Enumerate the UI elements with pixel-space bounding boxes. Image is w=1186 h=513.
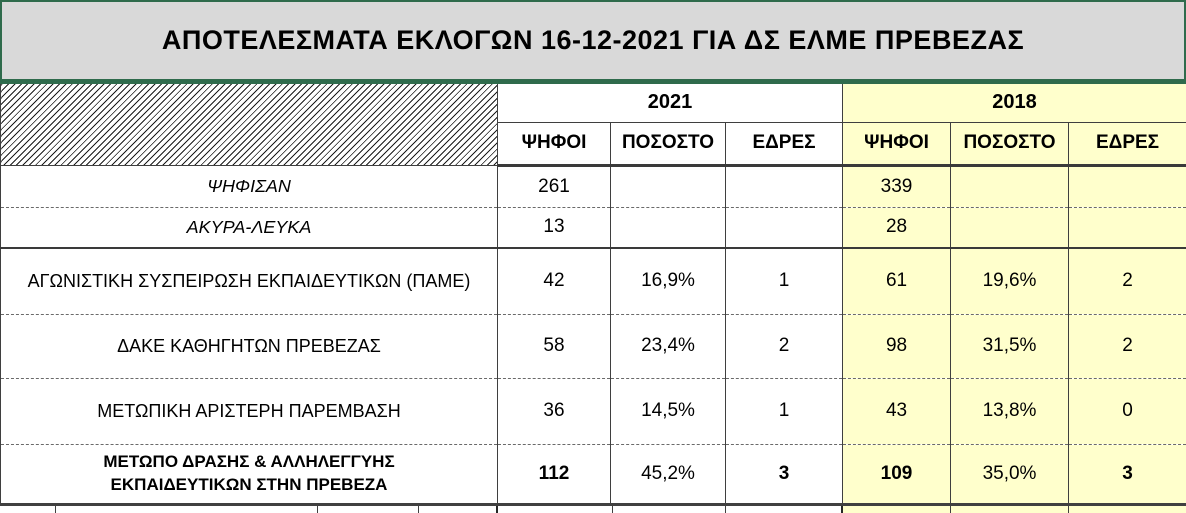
votes-2021-cell: 36	[497, 377, 611, 444]
row-label: ΑΓΩΝΙΣΤΙΚΗ ΣΥΣΠΕΙΡΩΣΗ ΕΚΠΑΙΔΕΥΤΙΚΩΝ (ΠΑΜ…	[0, 248, 498, 314]
row-label: ΨΗΦΙΣΑΝ	[0, 165, 498, 207]
pct-2021-cell: 45,2%	[610, 443, 726, 503]
year-header-row: 2021 2018	[0, 84, 1186, 166]
votes-2018-cell: 61	[842, 248, 952, 314]
pct-2021-cell	[610, 206, 726, 249]
table-row-voted: ΨΗΦΙΣΑΝ 261 339	[0, 165, 1186, 207]
seats-2018-cell: 0	[1068, 377, 1186, 444]
votes-2018-cell: 98	[842, 313, 952, 378]
pct-2018-cell: 31,5%	[950, 313, 1070, 378]
seats-2018-cell	[1068, 165, 1186, 207]
votes-2018-cell: 28	[842, 206, 952, 249]
col-header-pct-2021: ΠΟΣΟΣΤΟ	[610, 122, 726, 167]
pct-2021-cell: 16,9%	[610, 248, 726, 314]
table-row-metopo: ΜΕΤΩΠΟ ΔΡΑΣΗΣ & ΑΛΛΗΛΕΓΓΥΗΣ ΕΚΠΑΙΔΕΥΤΙΚΩ…	[0, 443, 1186, 503]
title-bar: ΑΠΟΤΕΛΕΣΜΑΤΑ ΕΚΛΟΓΩΝ 16-12-2021 ΓΙΑ ΔΣ Ε…	[0, 0, 1186, 81]
results-table: 2021 2018 ΨΗΦΟΙ ΠΟΣΟΣΤΟ ΕΔΡΕΣ ΨΗΦΟΙ ΠΟΣΟ…	[0, 84, 1186, 503]
seats-2018-cell: 3	[1068, 443, 1186, 503]
pct-2021-cell: 23,4%	[610, 313, 726, 378]
seats-2021-cell	[724, 165, 844, 207]
next-row-partial	[0, 503, 1186, 513]
pct-2018-cell: 19,6%	[950, 248, 1070, 314]
pct-2018-cell	[950, 165, 1070, 207]
table-row-dake: ΔΑΚΕ ΚΑΘΗΓΗΤΩΝ ΠΡΕΒΕΖΑΣ 58 23,4% 2 98 31…	[0, 313, 1186, 378]
row-label: ΜΕΤΩΠΟ ΔΡΑΣΗΣ & ΑΛΛΗΛΕΓΓΥΗΣ ΕΚΠΑΙΔΕΥΤΙΚΩ…	[0, 443, 498, 503]
votes-2018-cell: 43	[842, 377, 952, 444]
votes-2021-cell: 58	[497, 313, 611, 378]
col-header-votes-2021: ΨΗΦΟΙ	[497, 122, 611, 167]
col-header-seats-2021: ΕΔΡΕΣ	[724, 122, 844, 167]
col-header-votes-2018: ΨΗΦΟΙ	[842, 122, 952, 167]
seats-2018-cell	[1068, 206, 1186, 249]
table-row-invalid-blank: ΑΚΥΡΑ-ΛΕΥΚΑ 13 28	[0, 206, 1186, 249]
row-label: ΜΕΤΩΠΙΚΗ ΑΡΙΣΤΕΡΗ ΠΑΡΕΜΒΑΣΗ	[0, 377, 498, 444]
pct-2021-cell	[610, 165, 726, 207]
table-row-pame: ΑΓΩΝΙΣΤΙΚΗ ΣΥΣΠΕΙΡΩΣΗ ΕΚΠΑΙΔΕΥΤΙΚΩΝ (ΠΑΜ…	[0, 248, 1186, 314]
col-header-pct-2018: ΠΟΣΟΣΤΟ	[950, 122, 1070, 167]
page-title: ΑΠΟΤΕΛΕΣΜΑΤΑ ΕΚΛΟΓΩΝ 16-12-2021 ΓΙΑ ΔΣ Ε…	[161, 25, 1025, 55]
votes-2021-cell: 42	[497, 248, 611, 314]
seats-2021-cell: 1	[724, 377, 844, 444]
votes-2018-cell: 109	[842, 443, 952, 503]
seats-2018-cell: 2	[1068, 313, 1186, 378]
votes-2021-cell: 112	[497, 443, 611, 503]
seats-2021-cell: 2	[724, 313, 844, 378]
pct-2021-cell: 14,5%	[610, 377, 726, 444]
row-label: ΑΚΥΡΑ-ΛΕΥΚΑ	[0, 206, 498, 249]
column-header-row: ΨΗΦΟΙ ΠΟΣΟΣΤΟ ΕΔΡΕΣ ΨΗΦΟΙ ΠΟΣΟΣΤΟ ΕΔΡΕΣ	[1, 122, 1186, 167]
seats-2021-cell	[724, 206, 844, 249]
seats-2021-cell: 1	[724, 248, 844, 314]
table-row-metopiki: ΜΕΤΩΠΙΚΗ ΑΡΙΣΤΕΡΗ ΠΑΡΕΜΒΑΣΗ 36 14,5% 1 4…	[0, 377, 1186, 444]
seats-2018-cell: 2	[1068, 248, 1186, 314]
pct-2018-cell: 35,0%	[950, 443, 1070, 503]
row-label: ΔΑΚΕ ΚΑΘΗΓΗΤΩΝ ΠΡΕΒΕΖΑΣ	[0, 313, 498, 378]
seats-2021-cell: 3	[724, 443, 844, 503]
col-header-seats-2018: ΕΔΡΕΣ	[1068, 122, 1186, 167]
pct-2018-cell: 13,8%	[950, 377, 1070, 444]
votes-2021-cell: 261	[497, 165, 611, 207]
green-divider	[0, 81, 1186, 84]
hatched-corner-cell	[0, 84, 498, 166]
votes-2021-cell: 13	[497, 206, 611, 249]
year-header-2021: 2021	[496, 84, 844, 123]
pct-2018-cell	[950, 206, 1070, 249]
votes-2018-cell: 339	[842, 165, 952, 207]
year-header-2018: 2018	[842, 84, 1186, 123]
next-row-yellow-area	[842, 506, 1186, 513]
